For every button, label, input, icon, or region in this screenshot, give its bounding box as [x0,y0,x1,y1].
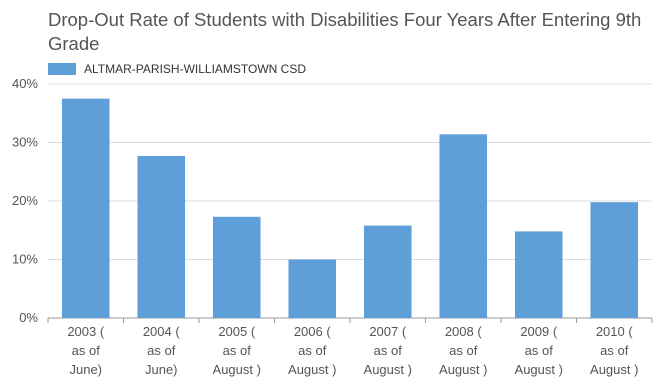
bar [288,259,337,318]
x-tick-label: 2006 ( [294,324,332,339]
y-tick-label: 10% [12,252,38,267]
x-tick-label: August ) [515,362,563,377]
bar [590,202,639,318]
x-tick-label: as of [600,343,629,358]
x-tick-label: August ) [288,362,336,377]
x-tick-label: as of [449,343,478,358]
x-tick-label: as of [374,343,403,358]
bar [137,155,186,318]
x-tick-label: as of [525,343,554,358]
x-tick-label: August ) [590,362,638,377]
x-tick-label: 2008 ( [445,324,483,339]
bar [439,134,488,318]
y-tick-label: 30% [12,135,38,150]
x-tick-label: August ) [439,362,487,377]
x-tick-label: as of [298,343,327,358]
x-tick-label: August ) [364,362,412,377]
y-tick-label: 20% [12,193,38,208]
x-tick-label: 2005 ( [218,324,256,339]
x-tick-label: August ) [213,362,261,377]
y-tick-label: 0% [19,310,38,325]
y-tick-label: 40% [12,76,38,91]
x-tick-label: 2010 ( [596,324,634,339]
x-tick-label: June) [145,362,178,377]
x-tick-label: 2004 ( [143,324,181,339]
bar [363,225,412,318]
x-tick-label: 2007 ( [369,324,407,339]
x-tick-label: 2003 ( [67,324,105,339]
bar [514,231,563,318]
x-tick-label: June) [69,362,102,377]
x-tick-label: as of [223,343,252,358]
x-tick-label: as of [147,343,176,358]
bar [212,216,261,318]
x-tick-label: as of [72,343,101,358]
chart-title: Drop-Out Rate of Students with Disabilit… [48,9,642,54]
x-tick-label: 2009 ( [520,324,558,339]
bar [61,98,110,318]
legend-swatch [48,63,76,75]
legend-label: ALTMAR-PARISH-WILLIAMSTOWN CSD [84,62,307,76]
legend: ALTMAR-PARISH-WILLIAMSTOWN CSD [48,62,306,76]
